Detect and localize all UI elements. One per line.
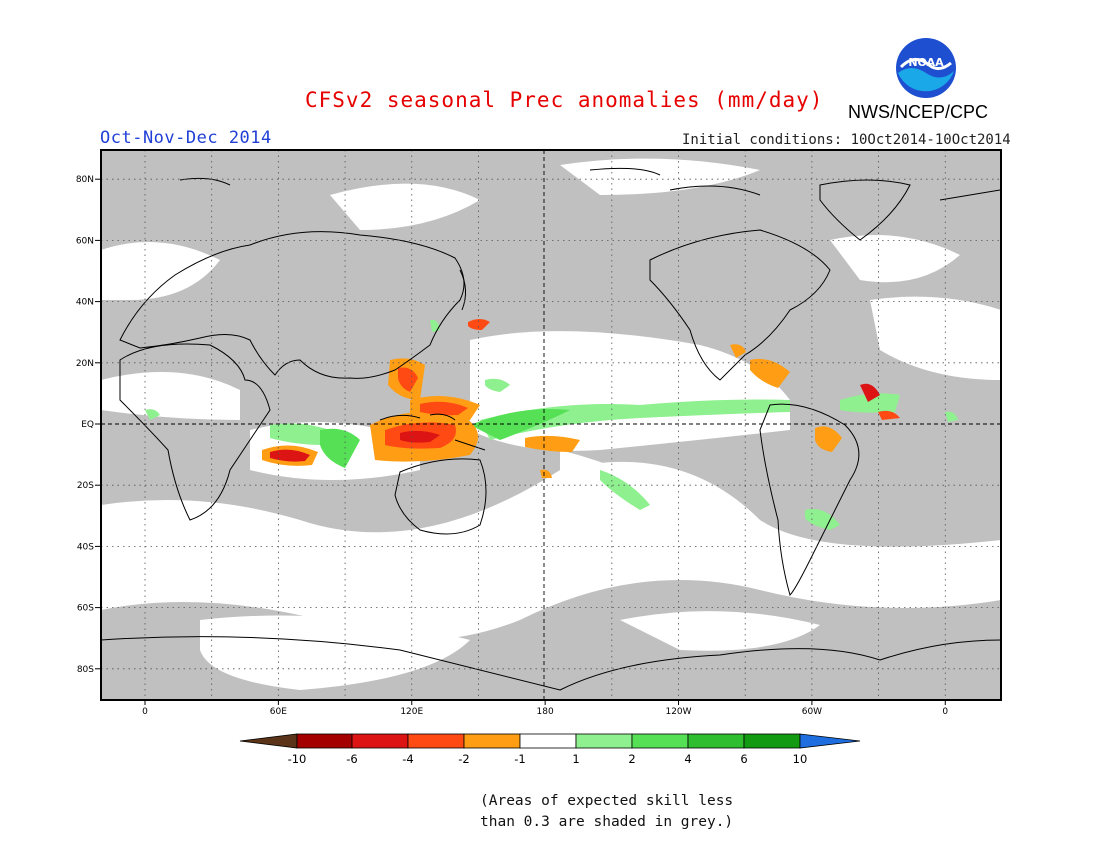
noaa-logo: NOAA [896, 38, 956, 98]
season-label: Oct-Nov-Dec 2014 [100, 128, 272, 148]
skill-footnote: (Areas of expected skill less than 0.3 a… [480, 791, 733, 833]
antarctica-coast [100, 636, 1002, 691]
footnote-line-2: than 0.3 are shaded in grey.) [480, 814, 734, 830]
colorbar-cell-pos-4 [687, 733, 745, 749]
australia-coast [394, 458, 487, 535]
map-frame [100, 149, 1002, 701]
lat-label: EQ [81, 420, 94, 430]
agency-label: NWS/NCEP/CPC [848, 102, 989, 122]
colorbar-cell-neg-2 [407, 733, 465, 749]
lat-label: 60S [77, 604, 94, 614]
map-title: CFSv2 seasonal Prec anomalies (mm/day) [305, 88, 824, 112]
colorbar-tick-label: 6 [740, 752, 747, 766]
japan-coast [459, 269, 466, 311]
colorbar-tick-label: 10 [793, 752, 808, 766]
colorbar-cell-neg-1 [463, 733, 521, 749]
north-america-coast [649, 229, 831, 381]
arctic-islands [179, 167, 1001, 201]
colorbar-cell-pos-2 [631, 733, 689, 749]
lat-label: 40N [76, 298, 94, 308]
longitude-labels: 0 60E 120E 180 120W 60W 0 [142, 700, 948, 717]
colorbar-cell-neg-4 [351, 733, 409, 749]
coastlines [100, 167, 1002, 691]
latitude-labels: 80N 60N 40N 20N EQ 20S 40S 60S 80S [76, 175, 101, 675]
initial-conditions-label: Initial conditions: 10Oct2014-10Oct2014 [682, 132, 1011, 148]
colorbar-cell-pos-10 [799, 733, 861, 749]
lon-label: 0 [142, 707, 148, 717]
lat-label: 20S [77, 481, 94, 491]
south-america-coast [759, 403, 860, 596]
colorbar-cell-neg-10 [239, 733, 298, 749]
colorbar-tick-label: 4 [684, 752, 691, 766]
lat-label: 40S [77, 542, 94, 552]
footnote-line-1: (Areas of expected skill less [480, 793, 734, 809]
greenland-coast [819, 179, 911, 241]
lon-label: 0 [942, 707, 948, 717]
africa-coast [119, 343, 271, 521]
indonesia-islands [379, 413, 486, 451]
positive-anomaly-regions [145, 319, 958, 530]
europe-asia-coast [119, 231, 465, 379]
lon-label: 60W [802, 707, 822, 717]
colorbar-tick-label: -1 [514, 752, 525, 766]
colorbar-cell-pos-6 [743, 733, 801, 749]
lon-label: 60E [270, 707, 287, 717]
colorbar-tick-label: -6 [346, 752, 357, 766]
colorbar-tick-label: -2 [458, 752, 469, 766]
lon-label: 120W [665, 707, 691, 717]
lat-label: 80S [77, 665, 94, 675]
colorbar-cell-zero [519, 733, 577, 749]
colorbar-tick-label: -4 [402, 752, 413, 766]
colorbar-cell-pos-1 [575, 733, 633, 749]
lat-label: 80N [76, 175, 94, 185]
lon-label: 180 [537, 707, 554, 717]
colorbar-tick-label: -10 [288, 752, 307, 766]
colorbar [239, 733, 861, 749]
noaa-logo-text: NOAA [908, 56, 944, 69]
lat-label: 60N [76, 236, 94, 246]
gridlines [101, 150, 1001, 700]
lat-label: 20N [76, 359, 94, 369]
colorbar-cell-neg-6 [296, 733, 353, 749]
lon-label: 120E [400, 707, 423, 717]
colorbar-tick-labels: -10 -6 -4 -2 -1 1 2 4 6 10 [288, 752, 808, 766]
colorbar-tick-label: 2 [628, 752, 635, 766]
colorbar-tick-label: 1 [572, 752, 579, 766]
